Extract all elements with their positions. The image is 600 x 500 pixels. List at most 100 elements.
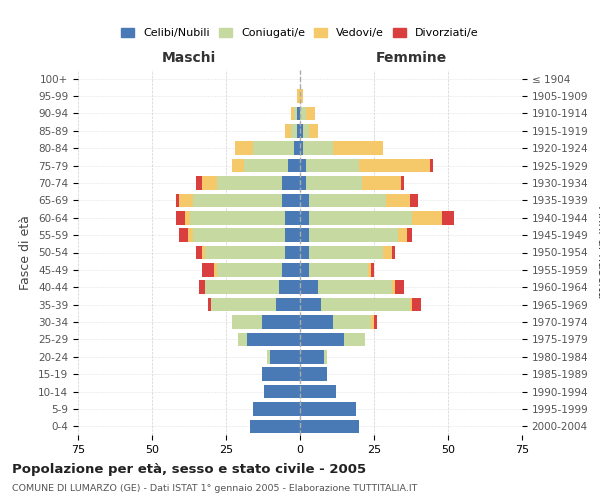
Bar bbox=[300, 263, 309, 276]
Bar bbox=[244, 159, 288, 172]
Bar bbox=[211, 298, 277, 312]
Bar bbox=[401, 176, 404, 190]
Bar bbox=[265, 385, 300, 398]
Bar bbox=[262, 315, 300, 329]
Bar bbox=[344, 332, 365, 346]
Bar bbox=[285, 211, 300, 224]
Bar bbox=[300, 106, 306, 120]
Bar bbox=[190, 211, 285, 224]
Bar bbox=[294, 106, 297, 120]
Bar bbox=[309, 211, 412, 224]
Bar bbox=[253, 402, 300, 415]
Bar bbox=[217, 263, 282, 276]
Bar bbox=[250, 420, 300, 433]
Bar bbox=[288, 159, 300, 172]
Bar bbox=[300, 211, 309, 224]
Bar bbox=[300, 385, 335, 398]
Bar bbox=[196, 176, 202, 190]
Bar bbox=[217, 176, 282, 190]
Bar bbox=[407, 228, 412, 242]
Bar bbox=[297, 124, 300, 138]
Bar bbox=[214, 263, 217, 276]
Bar bbox=[442, 211, 454, 224]
Bar bbox=[368, 263, 371, 276]
Bar bbox=[253, 142, 294, 155]
Bar bbox=[362, 176, 401, 190]
Y-axis label: Fasce di età: Fasce di età bbox=[19, 215, 32, 290]
Bar bbox=[300, 142, 303, 155]
Bar bbox=[205, 246, 285, 260]
Bar bbox=[247, 332, 300, 346]
Bar bbox=[291, 106, 294, 120]
Bar bbox=[185, 211, 190, 224]
Bar bbox=[371, 315, 374, 329]
Bar bbox=[279, 280, 300, 294]
Bar bbox=[410, 298, 412, 312]
Bar bbox=[309, 228, 398, 242]
Bar bbox=[303, 124, 309, 138]
Bar bbox=[300, 280, 318, 294]
Bar bbox=[306, 176, 362, 190]
Bar bbox=[300, 420, 359, 433]
Bar bbox=[318, 280, 392, 294]
Bar bbox=[306, 159, 359, 172]
Bar bbox=[285, 124, 291, 138]
Bar bbox=[300, 194, 309, 207]
Bar bbox=[323, 350, 326, 364]
Bar bbox=[282, 194, 300, 207]
Bar bbox=[238, 332, 247, 346]
Bar bbox=[383, 246, 392, 260]
Text: Popolazione per età, sesso e stato civile - 2005: Popolazione per età, sesso e stato civil… bbox=[12, 462, 366, 475]
Bar bbox=[300, 315, 332, 329]
Bar bbox=[309, 194, 386, 207]
Bar bbox=[359, 159, 430, 172]
Bar bbox=[291, 124, 297, 138]
Bar bbox=[297, 90, 300, 103]
Bar bbox=[309, 246, 383, 260]
Bar bbox=[300, 228, 309, 242]
Bar bbox=[268, 350, 271, 364]
Bar bbox=[430, 159, 433, 172]
Bar bbox=[300, 350, 323, 364]
Bar bbox=[300, 332, 344, 346]
Bar bbox=[412, 211, 442, 224]
Bar bbox=[371, 263, 374, 276]
Bar bbox=[199, 280, 205, 294]
Bar bbox=[202, 246, 205, 260]
Bar bbox=[300, 159, 306, 172]
Bar bbox=[410, 194, 418, 207]
Bar bbox=[300, 402, 356, 415]
Bar bbox=[392, 280, 395, 294]
Bar bbox=[294, 142, 300, 155]
Bar bbox=[202, 176, 217, 190]
Bar bbox=[193, 228, 285, 242]
Text: COMUNE DI LUMARZO (GE) - Dati ISTAT 1° gennaio 2005 - Elaborazione TUTTITALIA.IT: COMUNE DI LUMARZO (GE) - Dati ISTAT 1° g… bbox=[12, 484, 418, 493]
Bar bbox=[321, 298, 410, 312]
Bar bbox=[193, 194, 282, 207]
Bar bbox=[188, 228, 193, 242]
Legend: Celibi/Nubili, Coniugati/e, Vedovi/e, Divorziati/e: Celibi/Nubili, Coniugati/e, Vedovi/e, Di… bbox=[118, 24, 482, 42]
Bar bbox=[412, 298, 421, 312]
Bar bbox=[332, 142, 383, 155]
Bar bbox=[309, 124, 318, 138]
Bar bbox=[208, 298, 211, 312]
Bar bbox=[332, 315, 371, 329]
Bar bbox=[300, 298, 321, 312]
Bar bbox=[300, 246, 309, 260]
Bar bbox=[285, 228, 300, 242]
Bar bbox=[176, 194, 179, 207]
Bar bbox=[300, 176, 306, 190]
Bar bbox=[262, 368, 300, 381]
Bar bbox=[202, 263, 214, 276]
Bar bbox=[179, 228, 188, 242]
Bar bbox=[300, 90, 303, 103]
Bar bbox=[300, 368, 326, 381]
Bar bbox=[282, 263, 300, 276]
Bar bbox=[303, 142, 332, 155]
Bar bbox=[374, 315, 377, 329]
Bar bbox=[179, 194, 193, 207]
Bar bbox=[235, 142, 253, 155]
Bar bbox=[277, 298, 300, 312]
Bar bbox=[306, 106, 315, 120]
Bar bbox=[395, 280, 404, 294]
